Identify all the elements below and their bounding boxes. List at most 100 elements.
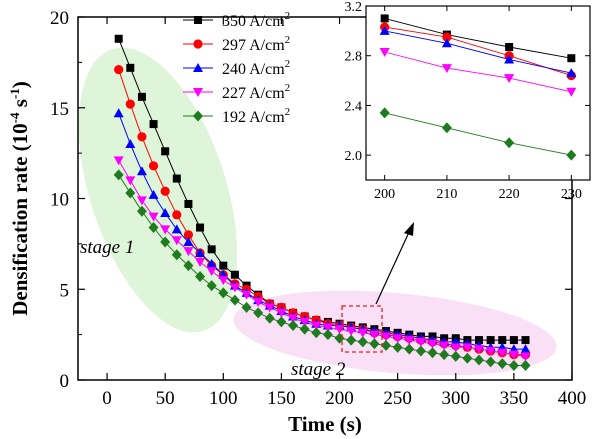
- data-point: [126, 63, 135, 72]
- data-point: [450, 350, 461, 362]
- data-point: [485, 346, 496, 356]
- legend-marker: [193, 88, 203, 97]
- data-point: [485, 356, 496, 368]
- data-point: [183, 247, 194, 257]
- legend-item: 297 A/cm2: [183, 34, 290, 54]
- legend-label: 192 A/cm2: [222, 106, 290, 126]
- x-tick-label: 150: [267, 388, 296, 409]
- data-point: [508, 359, 519, 371]
- data-point: [346, 326, 357, 336]
- inset-x-tick-label: 220: [499, 187, 520, 202]
- data-point: [381, 340, 392, 352]
- data-point: [439, 349, 450, 361]
- legend-item: 192 A/cm2: [183, 106, 290, 126]
- y-tick-label: 5: [60, 280, 70, 301]
- data-point: [474, 354, 485, 366]
- data-point: [241, 301, 252, 313]
- series-3: [113, 156, 531, 362]
- data-point: [404, 343, 415, 355]
- data-point: [195, 258, 206, 268]
- data-point: [206, 258, 217, 268]
- legend-item: 350 A/cm2: [183, 10, 290, 30]
- x-tick-label: 0: [102, 388, 112, 409]
- data-point: [486, 336, 495, 345]
- data-point: [508, 350, 519, 360]
- inset-series-3: [379, 47, 577, 97]
- data-point: [369, 330, 380, 340]
- legend-marker: [194, 16, 202, 24]
- inset-data-point: [379, 25, 390, 35]
- data-point: [299, 323, 310, 335]
- data-point: [497, 348, 508, 358]
- legend-label: 297 A/cm2: [222, 34, 290, 54]
- x-axis-title: Time (s): [288, 412, 362, 436]
- annotations: stage 1 stage 2: [80, 222, 414, 380]
- inset-y-tick-label: 2.0: [345, 149, 363, 164]
- legend-item: 227 A/cm2: [183, 82, 290, 102]
- data-point: [113, 169, 124, 181]
- x-tick-label: 300: [442, 388, 471, 409]
- data-point: [264, 303, 275, 313]
- data-point: [125, 176, 136, 186]
- inset-data-point: [379, 107, 390, 119]
- data-point: [136, 166, 147, 176]
- inset-data-point: [441, 122, 452, 134]
- data-point: [113, 156, 124, 166]
- data-point: [462, 343, 473, 353]
- data-point: [195, 247, 206, 257]
- data-point: [415, 345, 426, 357]
- data-point: [136, 205, 147, 217]
- stage-2-label: stage 2: [291, 359, 346, 380]
- data-point: [497, 358, 508, 370]
- data-point: [125, 99, 135, 109]
- inset-data-point: [380, 14, 389, 23]
- data-point: [299, 317, 310, 327]
- data-point: [357, 328, 368, 338]
- data-point: [357, 336, 368, 348]
- y-tick-label: 15: [50, 99, 69, 120]
- data-point: [288, 320, 299, 332]
- x-tick-label: 100: [209, 388, 238, 409]
- data-point: [415, 337, 426, 347]
- inset-data-point: [504, 54, 515, 64]
- y-tick-label: 0: [60, 371, 70, 392]
- data-point: [520, 344, 531, 354]
- inset-data-point: [566, 87, 577, 97]
- data-point: [322, 329, 333, 341]
- data-point: [229, 294, 240, 306]
- data-point: [475, 336, 484, 345]
- data-point: [114, 65, 124, 75]
- data-point: [125, 187, 136, 199]
- inset-data-point: [504, 137, 515, 149]
- data-point: [392, 334, 403, 344]
- data-point: [253, 307, 264, 319]
- data-point: [521, 336, 530, 345]
- inset-series-line: [384, 30, 572, 74]
- inset-series-4: [379, 107, 577, 161]
- data-point: [149, 120, 158, 129]
- inset-data-point: [441, 38, 452, 48]
- inset-data-point: [566, 68, 577, 78]
- data-point: [369, 338, 380, 350]
- data-point: [206, 267, 217, 277]
- inset-x-tick-label: 210: [436, 187, 457, 202]
- data-point: [474, 345, 485, 355]
- data-point: [427, 347, 438, 359]
- data-point: [264, 312, 275, 324]
- data-point: [288, 314, 299, 324]
- data-point: [276, 308, 287, 318]
- data-point: [450, 343, 461, 353]
- inset-y-tick-label: 3.2: [345, 0, 363, 15]
- data-point: [136, 196, 147, 206]
- y-tick-label: 10: [50, 190, 69, 211]
- inset-data-point: [567, 54, 576, 63]
- inset-data-point: [505, 43, 514, 52]
- data-point: [184, 199, 193, 208]
- inset-series-line: [384, 112, 572, 156]
- legend-marker: [193, 110, 203, 122]
- y-axis-title: Densification rate (10-4 s-1): [7, 81, 32, 316]
- inset-y-tick-label: 2.8: [345, 50, 363, 65]
- data-point: [160, 208, 171, 218]
- data-point: [276, 316, 287, 328]
- data-point: [207, 245, 216, 254]
